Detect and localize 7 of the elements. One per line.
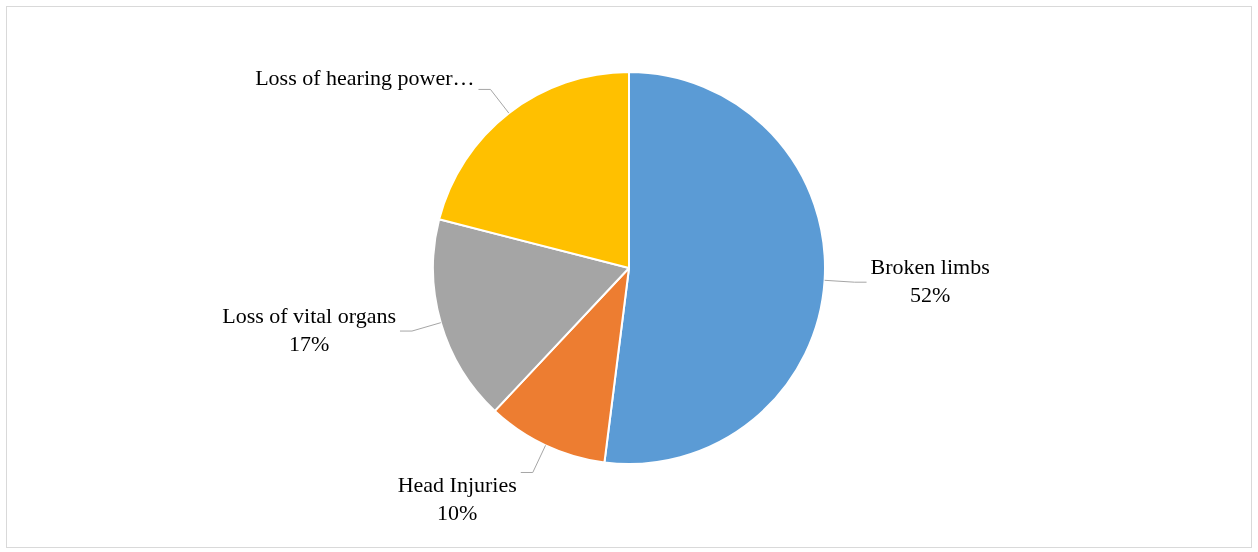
slice-label: Loss of vital organs xyxy=(222,302,396,328)
data-label: 17% xyxy=(288,330,330,356)
slice-label: Head Injuries xyxy=(397,472,517,498)
data-label: 52% xyxy=(909,281,951,307)
slice-label: Broken limbs xyxy=(870,253,990,279)
data-label: 10% xyxy=(437,500,478,526)
slice-label: Loss of hearing power… xyxy=(255,65,475,91)
